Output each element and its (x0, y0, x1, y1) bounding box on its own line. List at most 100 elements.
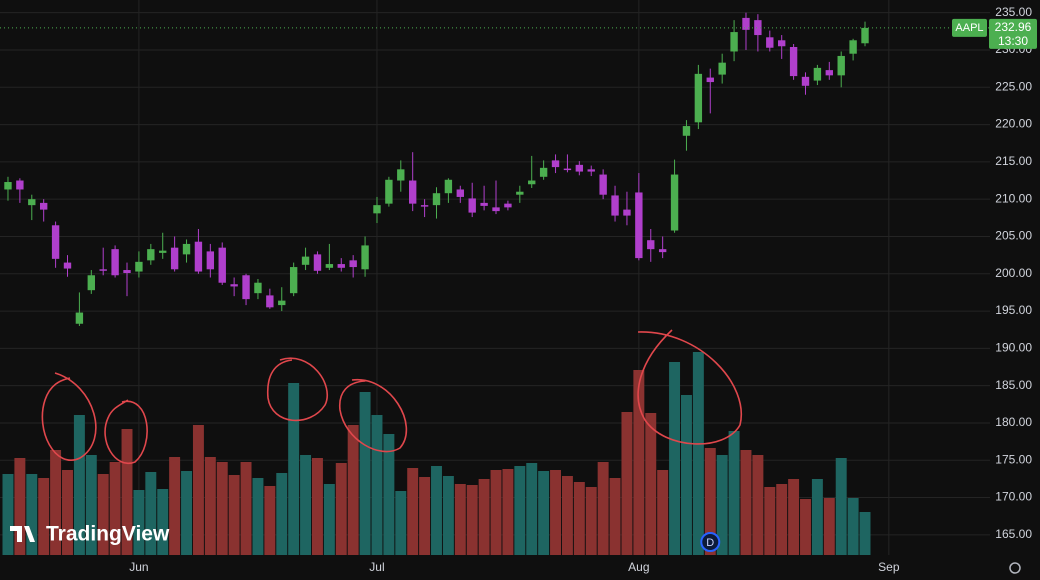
volume-bar (597, 462, 609, 555)
volume-bar (38, 478, 50, 555)
candles (4, 12, 869, 326)
volume-bar (2, 474, 14, 555)
candle-body (444, 179, 453, 194)
volume-bar (466, 485, 478, 555)
candle-body (658, 249, 667, 253)
volume-bar (585, 487, 597, 555)
candle-body (194, 241, 203, 272)
candle-body (754, 20, 762, 36)
annotation-circle (41, 372, 97, 461)
candle-body (575, 164, 584, 172)
candle-body (325, 264, 334, 268)
volume-bar (97, 474, 109, 555)
candle-body (254, 282, 262, 294)
candle-body (16, 180, 24, 190)
grid (0, 0, 990, 555)
candle-body (230, 284, 238, 287)
volume-bar (526, 463, 538, 555)
settings-icon[interactable] (1009, 562, 1021, 574)
volume-bar (764, 487, 776, 555)
volume-bar (835, 458, 847, 555)
candle-body (528, 180, 536, 185)
volume-bar (50, 450, 62, 555)
volume-bar (514, 466, 526, 555)
candle-body (289, 267, 298, 294)
symbol-badge (952, 18, 987, 37)
candle-body (432, 193, 441, 206)
volume-bar (561, 476, 573, 555)
candle-body (278, 300, 286, 306)
volume-bar (538, 471, 550, 555)
watermark: TradingView (10, 523, 170, 546)
volume-bar (740, 450, 752, 555)
annotation-circle (339, 379, 408, 453)
volume-bar (252, 478, 264, 555)
volume-bar (192, 425, 204, 555)
countdown-label: 13:30 (998, 34, 1028, 48)
volume-bar (216, 462, 228, 555)
y-tick-label: 235.00 (995, 5, 1032, 19)
volume-bar (716, 455, 728, 555)
volume-bar (240, 462, 252, 555)
candle-body (397, 169, 405, 181)
x-tick-label: Sep (878, 560, 900, 574)
volume-bar (657, 470, 669, 555)
volume-pane (2, 352, 871, 555)
volume-bar (478, 479, 490, 555)
event-marker (700, 532, 721, 552)
x-tick-label: Aug (628, 560, 649, 574)
candle-body (635, 192, 643, 259)
volume-bar (847, 498, 859, 555)
volume-bar (133, 490, 145, 555)
candle-body (420, 205, 429, 207)
volume-bar (26, 474, 38, 555)
candle-body (373, 205, 381, 214)
candle-body (468, 198, 476, 213)
symbol-label: AAPL (955, 22, 983, 34)
candle-body (778, 40, 786, 47)
annotations (41, 329, 743, 465)
candle-body (647, 240, 655, 250)
candle-body (159, 250, 167, 253)
volume-bar (383, 434, 395, 555)
volume-bar (788, 479, 800, 555)
candle-body (837, 55, 845, 76)
candle-body (51, 225, 60, 259)
y-tick-label: 185.00 (995, 378, 1032, 392)
candle-body (218, 247, 226, 283)
volume-bar (859, 512, 871, 555)
candle-body (313, 254, 322, 271)
candle-body (623, 209, 631, 216)
y-tick-label: 190.00 (995, 341, 1032, 355)
volume-bar (335, 463, 347, 555)
y-tick-label: 195.00 (995, 303, 1032, 317)
watermark-text: TradingView (46, 523, 170, 546)
volume-bar (490, 470, 502, 555)
volume-bar (157, 489, 169, 555)
candle-body (361, 245, 369, 270)
candle-body (492, 207, 500, 212)
candle-body (670, 174, 679, 231)
y-tick-label: 165.00 (995, 527, 1032, 541)
y-tick-label: 175.00 (995, 452, 1032, 466)
candle-body (718, 62, 726, 75)
volume-bar (609, 478, 621, 555)
y-tick-label: 225.00 (995, 79, 1032, 93)
volume-bar (442, 476, 454, 555)
candle-body (75, 312, 84, 324)
candle-body (266, 295, 274, 308)
volume-bar (145, 472, 157, 555)
y-tick-label: 210.00 (995, 191, 1032, 205)
volume-bar (550, 470, 562, 555)
candle-body (742, 17, 750, 30)
candle-body (563, 168, 572, 171)
candle-body (182, 243, 191, 255)
volume-bar (680, 395, 692, 555)
candle-body (611, 195, 619, 216)
last-price-label: 232.96 (995, 20, 1032, 34)
volume-bar (311, 458, 323, 555)
candle-body (587, 169, 595, 172)
candle-body (135, 261, 143, 272)
volume-bar (573, 482, 585, 555)
